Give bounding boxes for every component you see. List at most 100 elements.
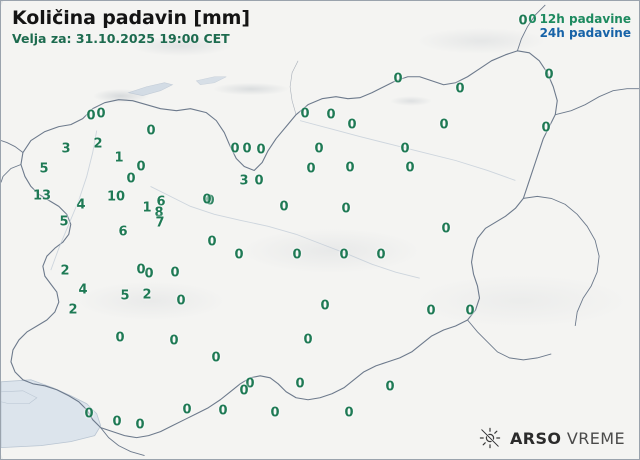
national-border — [10, 50, 558, 439]
station-value: 0 — [306, 161, 316, 177]
neighbour-border-east — [523, 195, 600, 327]
station-value: 0 — [126, 171, 136, 187]
logo-vreme: VREME — [561, 428, 625, 448]
station-value: 0 — [136, 262, 146, 278]
station-value: 0 — [339, 247, 349, 263]
logo-wordmark: ARSO VREME — [510, 429, 625, 448]
station-value: 0 — [393, 71, 403, 87]
station-value: 3 — [239, 173, 249, 189]
station-value: 0 — [230, 141, 240, 157]
station-value: 2 — [93, 136, 103, 152]
lake-bled — [127, 82, 174, 97]
station-value: 0 — [292, 247, 302, 263]
legend-item-12h: 0 12h padavine — [528, 12, 631, 26]
station-value: 0 — [439, 117, 449, 133]
station-value: 0 — [541, 120, 551, 136]
legend-label-24h: 24h padavine — [539, 26, 631, 40]
station-value: 1 — [142, 200, 152, 216]
neighbour-border-west — [1, 164, 22, 183]
station-value: 0 — [176, 293, 186, 309]
sea-inlet-piran — [1, 390, 38, 405]
station-value: 2 — [60, 263, 70, 279]
logo-arso: ARSO — [509, 428, 562, 448]
station-value: 0 — [96, 106, 106, 122]
station-value: 6 — [118, 224, 128, 240]
station-value: 1 — [114, 150, 124, 166]
station-value: 0 — [245, 376, 255, 392]
station-value: 7 — [155, 215, 165, 231]
station-value: 0 — [544, 67, 554, 83]
station-value: 0 — [270, 405, 280, 421]
station-value: 6 — [156, 194, 166, 210]
station-value: 5 — [120, 288, 130, 304]
station-value: 0 — [465, 303, 475, 319]
neighbour-border-north — [555, 88, 639, 116]
station-value: 0 — [112, 414, 122, 430]
station-value: 0 — [326, 107, 336, 123]
map-header: Količina padavin [mm] Velja za: 31.10.20… — [12, 7, 250, 47]
neighbour-border-southeast — [467, 319, 552, 361]
station-value: 0 — [205, 193, 215, 209]
station-value: 0 — [146, 123, 156, 139]
river-drava — [299, 120, 516, 181]
station-value: 0 — [344, 405, 354, 421]
station-value: 2 — [68, 302, 78, 318]
neighbour-border-top-right — [516, 4, 546, 51]
station-value: 0 — [376, 247, 386, 263]
legend-swatch-12h: 0 — [528, 12, 537, 26]
station-value: 0 — [182, 402, 192, 418]
station-value: 10 — [106, 189, 126, 205]
station-value: 0 — [441, 221, 451, 237]
neighbour-border-northwest — [1, 140, 24, 153]
station-value: 8 — [154, 205, 164, 221]
station-value: 0 — [320, 298, 330, 314]
validity-timestamp: Velja za: 31.10.2025 19:00 CET — [12, 31, 230, 46]
river-soca — [50, 130, 98, 271]
station-value: 0 — [170, 265, 180, 281]
station-value: 0 — [347, 117, 357, 133]
station-value: 4 — [76, 197, 86, 213]
neighbour-border-south — [100, 427, 145, 457]
station-value: 0 — [84, 406, 94, 422]
station-value: 0 — [256, 142, 266, 158]
station-value: 0 — [254, 173, 264, 189]
station-value: 0 — [169, 333, 179, 349]
station-value: 4 — [78, 282, 88, 298]
station-value: 0 — [279, 199, 289, 215]
station-value: 0 — [426, 303, 436, 319]
station-value: 0 — [135, 417, 145, 433]
station-value: 2 — [142, 287, 152, 303]
station-value: 0 — [202, 192, 212, 208]
station-value: 0 — [295, 376, 305, 392]
page-title: Količina padavin [mm] — [12, 7, 250, 29]
station-value: 0 — [207, 234, 217, 250]
arso-vreme-logo: ARSO VREME — [479, 427, 625, 449]
station-value: 0 — [136, 159, 146, 175]
station-value: 0 — [314, 141, 324, 157]
station-value: 0 — [385, 379, 395, 395]
station-value: 3 — [61, 141, 71, 157]
lake-alpine-small — [195, 76, 227, 86]
station-value: 0 — [345, 160, 355, 176]
station-value: 0 — [303, 332, 313, 348]
legend-item-24h: 24h padavine — [528, 26, 631, 40]
station-value: 0 — [234, 247, 244, 263]
neighbour-border-upper-mid — [289, 60, 299, 115]
station-value: 0 — [518, 13, 528, 29]
station-value: 0 — [242, 141, 252, 157]
legend: 0 12h padavine 24h padavine — [528, 12, 631, 40]
station-value: 13 — [32, 188, 52, 204]
station-value: 0 — [300, 106, 310, 122]
station-value: 0 — [341, 201, 351, 217]
station-value: 0 — [218, 403, 228, 419]
station-value: 5 — [39, 161, 49, 177]
sun-icon — [479, 427, 501, 449]
station-value: 0 — [86, 108, 96, 124]
station-value: 0 — [239, 383, 249, 399]
legend-label-12h: 12h padavine — [539, 12, 631, 26]
station-value: 0 — [400, 141, 410, 157]
station-value: 0 — [144, 266, 154, 282]
